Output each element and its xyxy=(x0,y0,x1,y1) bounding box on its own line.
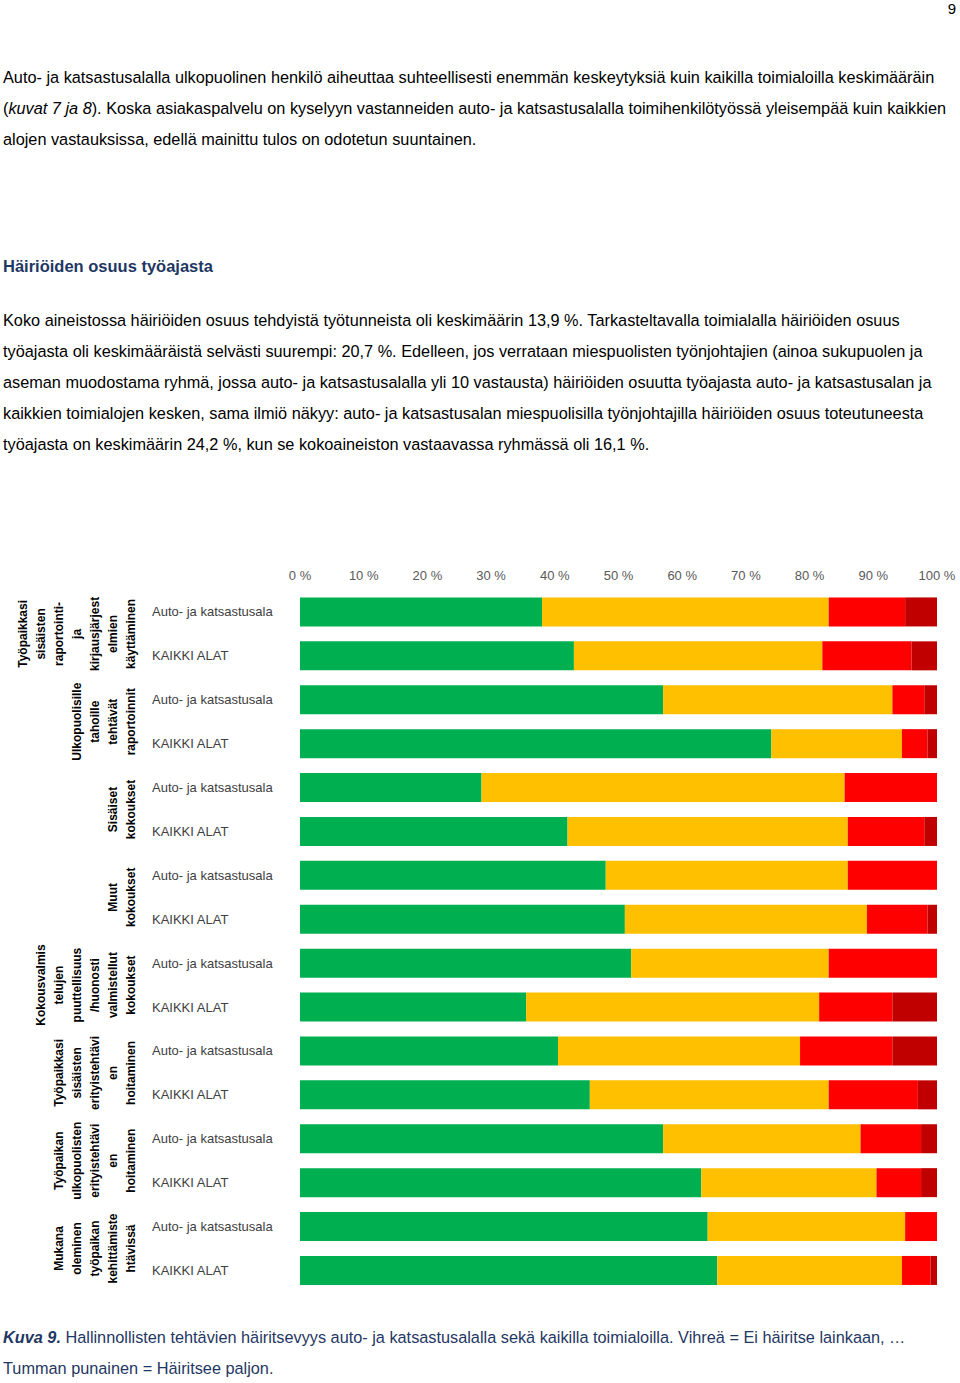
svg-text:60 %: 60 % xyxy=(667,568,697,583)
svg-text:kehittämiste: kehittämiste xyxy=(106,1213,120,1283)
svg-text:kokoukset: kokoukset xyxy=(124,780,138,839)
svg-text:Auto- ja katsastusala: Auto- ja katsastusala xyxy=(152,868,273,883)
svg-text:valmistellut: valmistellut xyxy=(106,952,120,1018)
svg-text:sisäisten: sisäisten xyxy=(70,1047,84,1098)
svg-text:80 %: 80 % xyxy=(795,568,825,583)
html-text:Koko aineistossa häiriöiden os: Koko aineistossa häiriöiden osuus tehdyi… xyxy=(3,311,932,453)
svg-text:90 %: 90 % xyxy=(858,568,888,583)
html-text:Auto- ja katsastusalalla ulkop: Auto- ja katsastusalalla ulkopuolinen he… xyxy=(3,68,946,148)
svg-text:telujen: telujen xyxy=(52,966,66,1005)
svg-text:Kokousvalmis: Kokousvalmis xyxy=(34,944,48,1026)
svg-text:työpaikan: työpaikan xyxy=(88,1220,102,1276)
svg-text:käyttäminen: käyttäminen xyxy=(124,599,138,669)
svg-text:Auto- ja katsastusala: Auto- ja katsastusala xyxy=(152,956,273,971)
svg-text:Auto- ja katsastusala: Auto- ja katsastusala xyxy=(152,780,273,795)
svg-text:KAIKKI ALAT: KAIKKI ALAT xyxy=(152,912,228,927)
svg-text:KAIKKI ALAT: KAIKKI ALAT xyxy=(152,648,228,663)
svg-text:en: en xyxy=(106,1066,120,1080)
svg-text:htävissä: htävissä xyxy=(124,1224,138,1272)
svg-text:40 %: 40 % xyxy=(540,568,570,583)
svg-text:Sisäiset: Sisäiset xyxy=(106,787,120,832)
svg-text:50 %: 50 % xyxy=(604,568,634,583)
svg-text:ulkopuolisten: ulkopuolisten xyxy=(70,1122,84,1200)
svg-text:puuttellisuus: puuttellisuus xyxy=(70,947,84,1022)
svg-text:kirjausjärjest: kirjausjärjest xyxy=(88,597,102,671)
svg-text:0 %: 0 % xyxy=(289,568,312,583)
svg-text:Mukana: Mukana xyxy=(52,1226,66,1271)
svg-text:tehtävät: tehtävät xyxy=(106,699,120,745)
svg-text:Auto- ja katsastusala: Auto- ja katsastusala xyxy=(152,1219,273,1234)
svg-text:KAIKKI ALAT: KAIKKI ALAT xyxy=(152,824,228,839)
svg-text:elmien: elmien xyxy=(106,615,120,653)
svg-text:raportointi-: raportointi- xyxy=(52,602,66,666)
svg-text:Ulkopuolisille: Ulkopuolisille xyxy=(70,682,84,760)
svg-text:Auto- ja katsastusala: Auto- ja katsastusala xyxy=(152,604,273,619)
svg-text:oleminen: oleminen xyxy=(70,1222,84,1275)
svg-text:sisäisten: sisäisten xyxy=(34,608,48,659)
svg-text:30 %: 30 % xyxy=(476,568,506,583)
svg-text:KAIKKI ALAT: KAIKKI ALAT xyxy=(152,1087,228,1102)
svg-text:Työpaikan: Työpaikan xyxy=(52,1131,66,1189)
svg-text:kokoukset: kokoukset xyxy=(124,955,138,1014)
svg-text:KAIKKI ALAT: KAIKKI ALAT xyxy=(152,736,228,751)
html-text:Häiriöiden osuus työajasta: Häiriöiden osuus työajasta xyxy=(3,257,213,275)
svg-text:KAIKKI ALAT: KAIKKI ALAT xyxy=(152,1263,228,1278)
svg-text:Työpaikkasi: Työpaikkasi xyxy=(16,600,30,668)
svg-text:Muut: Muut xyxy=(106,883,120,912)
svg-text:70 %: 70 % xyxy=(731,568,761,583)
svg-text:hoitaminen: hoitaminen xyxy=(124,1041,138,1105)
svg-text:KAIKKI ALAT: KAIKKI ALAT xyxy=(152,1000,228,1015)
svg-text:Auto- ja katsastusala: Auto- ja katsastusala xyxy=(152,1131,273,1146)
svg-text:Auto- ja katsastusala: Auto- ja katsastusala xyxy=(152,1043,273,1058)
svg-text:erityistehtävi: erityistehtävi xyxy=(88,1036,102,1110)
svg-text:100 %: 100 % xyxy=(919,568,956,583)
svg-text:hoitaminen: hoitaminen xyxy=(124,1129,138,1193)
html-text:9: 9 xyxy=(947,0,956,17)
svg-text:raportoinnit: raportoinnit xyxy=(124,688,138,755)
svg-text:tahoille: tahoille xyxy=(88,700,102,742)
html-text:Kuva 9. Hallinnollisten tehtäv: Kuva 9. Hallinnollisten tehtävien häirit… xyxy=(3,1328,906,1377)
svg-text:10 %: 10 % xyxy=(349,568,379,583)
svg-text:/huonosti: /huonosti xyxy=(88,958,102,1012)
svg-text:en: en xyxy=(106,1154,120,1168)
svg-text:Auto- ja katsastusala: Auto- ja katsastusala xyxy=(152,692,273,707)
svg-text:Työpaikkasi: Työpaikkasi xyxy=(52,1039,66,1107)
svg-text:kokoukset: kokoukset xyxy=(124,868,138,927)
svg-text:ja: ja xyxy=(70,629,84,640)
svg-text:erityistehtävi: erityistehtävi xyxy=(88,1124,102,1198)
svg-text:KAIKKI ALAT: KAIKKI ALAT xyxy=(152,1175,228,1190)
svg-text:20 %: 20 % xyxy=(413,568,443,583)
